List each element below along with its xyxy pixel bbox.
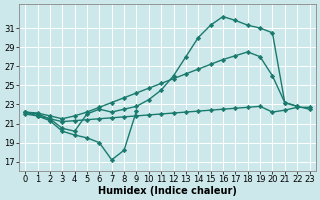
X-axis label: Humidex (Indice chaleur): Humidex (Indice chaleur) xyxy=(98,186,237,196)
